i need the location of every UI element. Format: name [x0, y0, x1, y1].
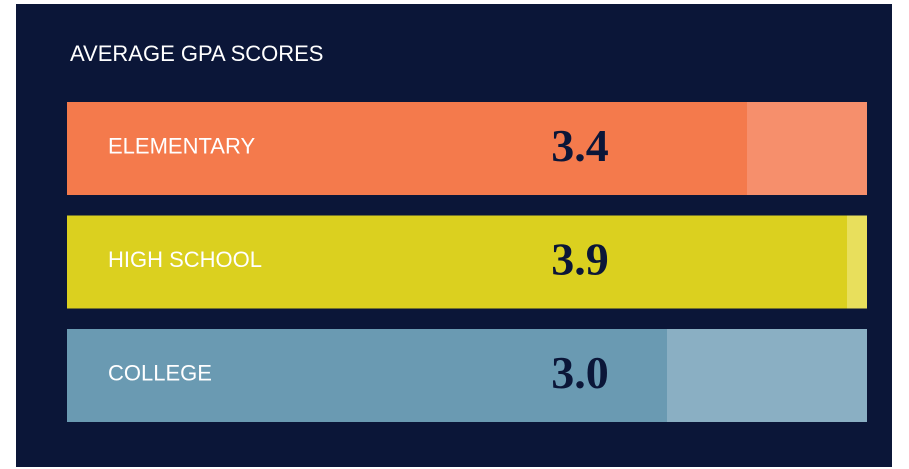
value-label: 3.0: [551, 347, 609, 398]
category-label: HIGH SCHOOL: [108, 247, 262, 272]
bar: [67, 329, 667, 422]
category-label: ELEMENTARY: [108, 133, 255, 158]
value-label: 3.9: [551, 234, 609, 285]
bar: [67, 102, 747, 195]
value-label: 3.4: [551, 120, 609, 171]
category-label: COLLEGE: [108, 360, 212, 385]
chart-title: AVERAGE GPA SCORES: [70, 41, 323, 66]
bar: [67, 215, 847, 309]
